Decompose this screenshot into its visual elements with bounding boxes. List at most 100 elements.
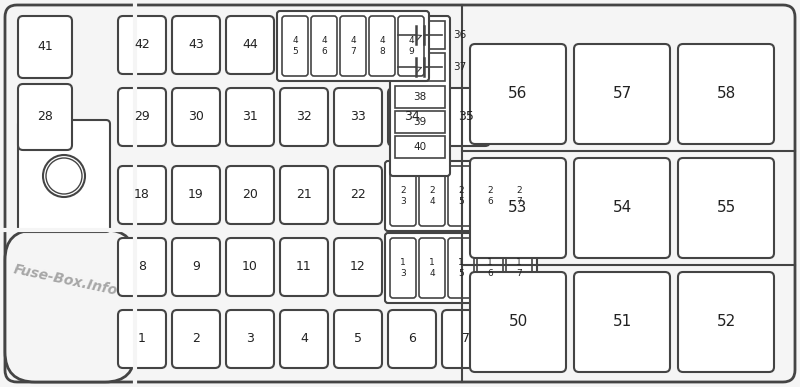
FancyBboxPatch shape <box>506 166 532 226</box>
Text: 19: 19 <box>188 188 204 202</box>
Text: 32: 32 <box>296 111 312 123</box>
Text: 11: 11 <box>296 260 312 274</box>
Text: 50: 50 <box>508 315 528 329</box>
FancyBboxPatch shape <box>398 16 424 76</box>
FancyBboxPatch shape <box>448 238 474 298</box>
Text: 4
6: 4 6 <box>321 36 327 56</box>
Text: 54: 54 <box>612 200 632 216</box>
Text: 4
7: 4 7 <box>350 36 356 56</box>
FancyBboxPatch shape <box>172 16 220 74</box>
FancyBboxPatch shape <box>369 16 395 76</box>
FancyBboxPatch shape <box>277 11 429 81</box>
Text: 56: 56 <box>508 87 528 101</box>
FancyBboxPatch shape <box>477 238 503 298</box>
Text: 9: 9 <box>192 260 200 274</box>
FancyBboxPatch shape <box>226 166 274 224</box>
FancyBboxPatch shape <box>18 84 72 150</box>
Text: 1
6: 1 6 <box>487 258 493 278</box>
Text: 51: 51 <box>612 315 632 329</box>
Text: 40: 40 <box>414 142 426 152</box>
FancyBboxPatch shape <box>574 272 670 372</box>
Text: 28: 28 <box>37 111 53 123</box>
FancyBboxPatch shape <box>334 238 382 296</box>
Text: 58: 58 <box>716 87 736 101</box>
FancyBboxPatch shape <box>574 44 670 144</box>
FancyBboxPatch shape <box>280 166 328 224</box>
Text: 34: 34 <box>404 111 420 123</box>
Text: 2
7: 2 7 <box>516 186 522 206</box>
FancyBboxPatch shape <box>419 166 445 226</box>
FancyBboxPatch shape <box>477 166 503 226</box>
Text: 1
5: 1 5 <box>458 258 464 278</box>
FancyBboxPatch shape <box>385 233 537 303</box>
Text: 4
9: 4 9 <box>408 36 414 56</box>
Text: 20: 20 <box>242 188 258 202</box>
Bar <box>395 111 445 133</box>
FancyBboxPatch shape <box>385 161 537 231</box>
Text: 12: 12 <box>350 260 366 274</box>
FancyBboxPatch shape <box>226 238 274 296</box>
Text: 6: 6 <box>408 332 416 346</box>
Text: 5: 5 <box>354 332 362 346</box>
FancyBboxPatch shape <box>280 310 328 368</box>
Text: 43: 43 <box>188 38 204 51</box>
Text: 1: 1 <box>138 332 146 346</box>
Text: 4
8: 4 8 <box>379 36 385 56</box>
Text: 33: 33 <box>350 111 366 123</box>
FancyBboxPatch shape <box>470 44 566 144</box>
FancyBboxPatch shape <box>334 310 382 368</box>
Text: 2
5: 2 5 <box>458 186 464 206</box>
Text: 31: 31 <box>242 111 258 123</box>
FancyBboxPatch shape <box>172 310 220 368</box>
Text: 38: 38 <box>414 92 426 102</box>
FancyBboxPatch shape <box>118 88 166 146</box>
FancyBboxPatch shape <box>388 310 436 368</box>
Text: 42: 42 <box>134 38 150 51</box>
FancyBboxPatch shape <box>226 16 274 74</box>
FancyBboxPatch shape <box>390 238 416 298</box>
FancyBboxPatch shape <box>5 5 795 382</box>
Text: 18: 18 <box>134 188 150 202</box>
FancyBboxPatch shape <box>172 88 220 146</box>
FancyBboxPatch shape <box>334 166 382 224</box>
Text: 29: 29 <box>134 111 150 123</box>
Bar <box>395 86 445 108</box>
FancyBboxPatch shape <box>311 16 337 76</box>
Text: 57: 57 <box>612 87 632 101</box>
FancyBboxPatch shape <box>340 16 366 76</box>
FancyBboxPatch shape <box>678 44 774 144</box>
FancyBboxPatch shape <box>5 230 135 382</box>
Text: 53: 53 <box>508 200 528 216</box>
Text: 44: 44 <box>242 38 258 51</box>
FancyBboxPatch shape <box>226 88 274 146</box>
FancyBboxPatch shape <box>172 238 220 296</box>
Text: 21: 21 <box>296 188 312 202</box>
FancyBboxPatch shape <box>280 238 328 296</box>
Text: 4
5: 4 5 <box>292 36 298 56</box>
FancyBboxPatch shape <box>470 158 566 258</box>
Text: 2: 2 <box>192 332 200 346</box>
FancyBboxPatch shape <box>18 120 110 232</box>
Bar <box>395 21 445 49</box>
FancyBboxPatch shape <box>442 88 490 146</box>
FancyBboxPatch shape <box>18 16 72 78</box>
FancyBboxPatch shape <box>506 238 532 298</box>
Text: 37: 37 <box>453 62 466 72</box>
Text: 2
6: 2 6 <box>487 186 493 206</box>
Bar <box>395 136 445 158</box>
FancyBboxPatch shape <box>172 166 220 224</box>
FancyBboxPatch shape <box>334 88 382 146</box>
Text: 35: 35 <box>458 111 474 123</box>
FancyBboxPatch shape <box>118 310 166 368</box>
Text: Fuse-Box.Info: Fuse-Box.Info <box>12 262 119 298</box>
Text: 10: 10 <box>242 260 258 274</box>
FancyBboxPatch shape <box>388 88 436 146</box>
Text: 36: 36 <box>453 30 466 40</box>
Text: 39: 39 <box>414 117 426 127</box>
Text: 30: 30 <box>188 111 204 123</box>
Text: 52: 52 <box>716 315 736 329</box>
Text: 3: 3 <box>246 332 254 346</box>
Text: 2
4: 2 4 <box>429 186 435 206</box>
FancyBboxPatch shape <box>678 272 774 372</box>
Text: 41: 41 <box>37 41 53 53</box>
